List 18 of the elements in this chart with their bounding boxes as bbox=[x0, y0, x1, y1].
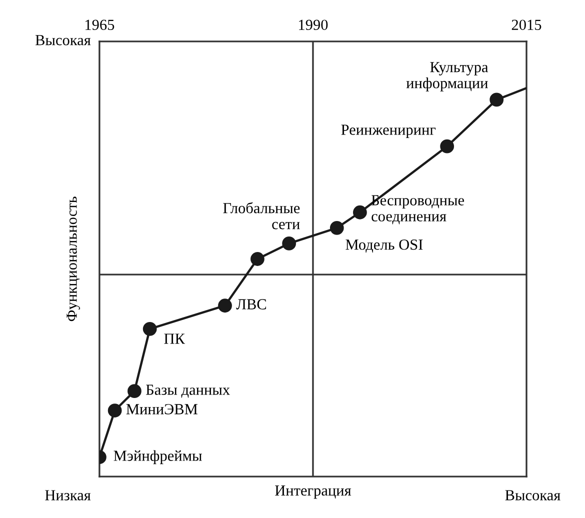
y-axis-title: Функциональность bbox=[66, 196, 80, 322]
annotation: ЛВС bbox=[236, 299, 266, 310]
text: Низкая bbox=[45, 490, 91, 500]
x-tick-label: 2015 bbox=[512, 20, 542, 30]
text: Высокая bbox=[505, 490, 560, 500]
x-tick-label: 1990 bbox=[299, 20, 328, 30]
annotation: Мэйнфреймы bbox=[114, 450, 202, 464]
annotation: Культура информации bbox=[406, 62, 488, 92]
annotation: ПК bbox=[164, 334, 186, 344]
x-axis-title: Интеграция bbox=[275, 485, 352, 499]
text: Высокая bbox=[35, 35, 91, 46]
annotation: Беспроводные соединения bbox=[372, 195, 464, 224]
annotation: Реинжениринг bbox=[341, 124, 436, 138]
annotation: Базы данных bbox=[146, 384, 230, 398]
x-tick-label: 1965 bbox=[86, 20, 114, 30]
annotation: Глобальные сети bbox=[223, 202, 300, 230]
annotation: Модель OSI bbox=[346, 240, 423, 253]
annotation: МиниЭВМ bbox=[126, 404, 198, 414]
